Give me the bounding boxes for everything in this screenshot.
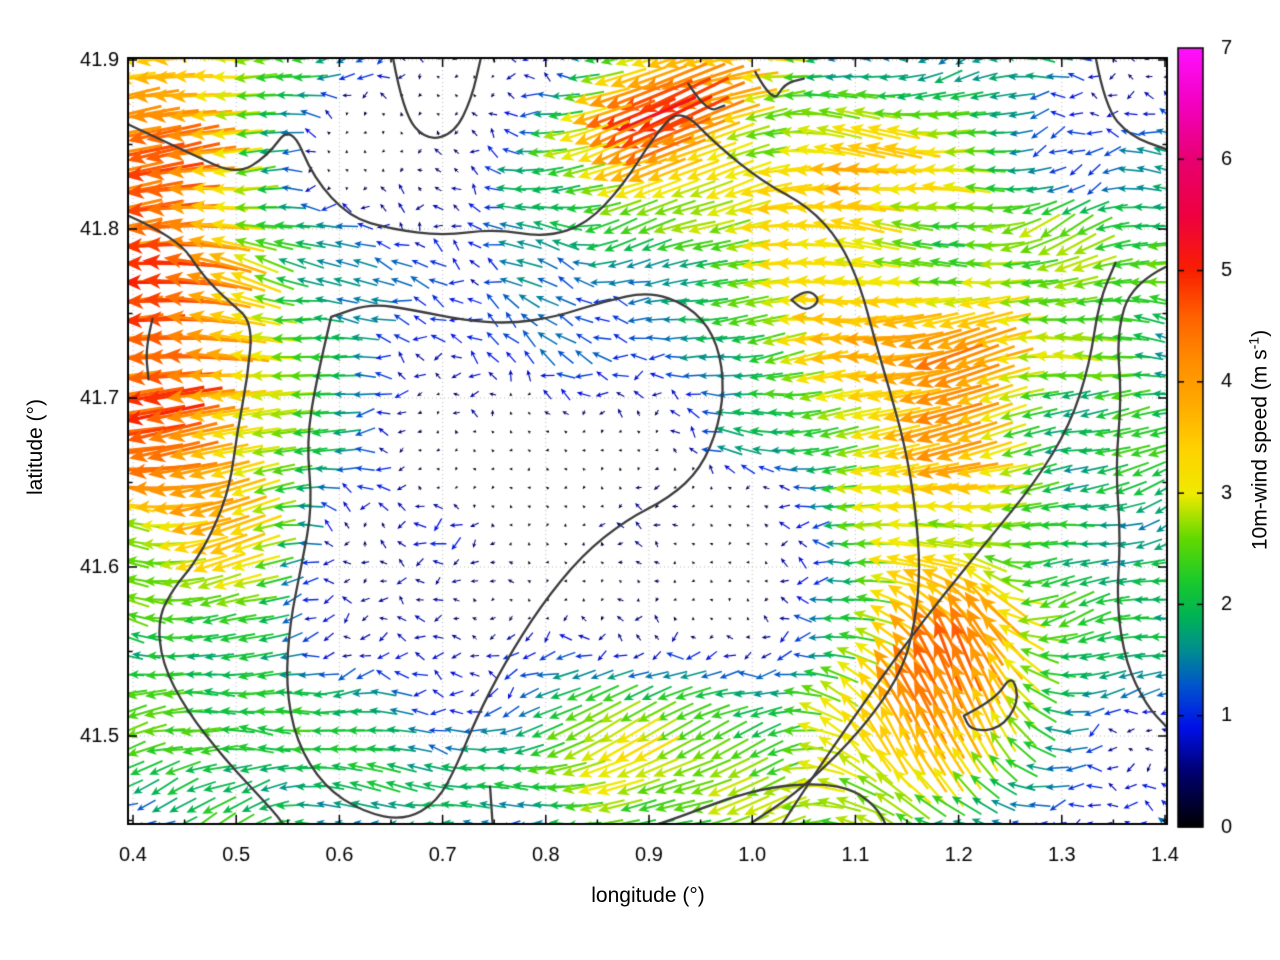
colorbar-label: 10m-wind speed (m s-1) (1246, 330, 1273, 550)
colorbar-label-suffix: ) (1248, 329, 1272, 337)
y-axis-label: latitude (°) (24, 399, 47, 495)
colorbar-label-superscript: -1 (1245, 336, 1262, 350)
colorbar-label-prefix: 10m-wind speed (m s (1248, 349, 1272, 551)
x-axis-label: longitude (°) (591, 884, 705, 907)
